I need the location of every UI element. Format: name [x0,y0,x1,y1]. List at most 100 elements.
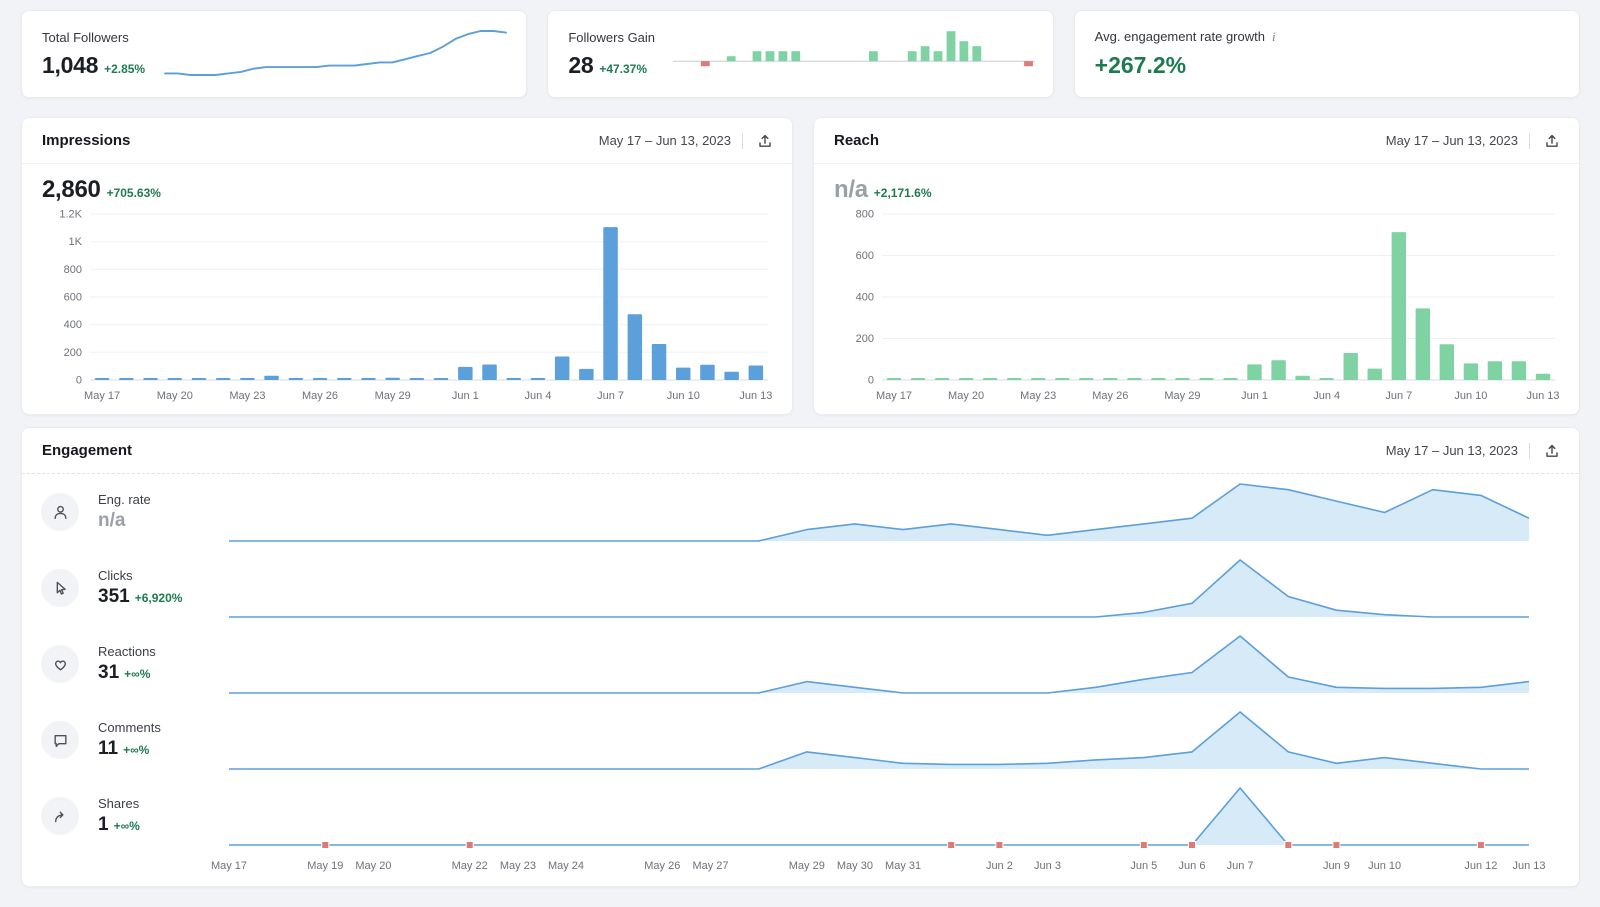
engagement-date-range: May 17 – Jun 13, 2023 [1385,443,1518,458]
clicks-label: Clicks [98,568,133,583]
svg-text:Jun 12: Jun 12 [1464,860,1497,872]
svg-text:May 17: May 17 [876,390,912,402]
svg-text:Jun 6: Jun 6 [1179,860,1206,872]
total-followers-text: Total Followers 1,048 +2.85% [42,30,145,79]
total-followers-card: Total Followers 1,048 +2.85% [21,10,528,98]
svg-text:Jun 13: Jun 13 [739,390,772,402]
svg-text:Jun 10: Jun 10 [1368,860,1401,872]
svg-text:600: 600 [64,292,82,304]
svg-text:200: 200 [856,333,874,345]
svg-text:May 17: May 17 [211,860,247,872]
reach-body: n/a +2,171.6% 0 200 400 600 800 May 17 May 20 M… [814,164,1579,414]
total-followers-sparkline [163,26,508,82]
shares-value: 1 [98,814,109,835]
svg-text:May 20: May 20 [355,860,391,872]
comments-label: Comments [98,720,161,735]
impressions-export-button[interactable] [754,130,776,152]
engagement-growth-value: +267.2% [1094,52,1187,78]
reach-export-button[interactable] [1541,130,1563,152]
reach-delta: +2,171.6% [873,186,932,200]
svg-text:May 23: May 23 [500,860,536,872]
kpi-row: Total Followers 1,048 +2.85% Followers G… [21,10,1580,98]
share-icon [52,808,69,825]
reactions-sparkline [227,632,1531,696]
svg-text:1.2K: 1.2K [59,209,82,221]
reach-title: Reach [834,132,880,149]
engagement-card: Engagement May 17 – Jun 13, 2023 [21,427,1580,887]
divider [742,132,743,149]
badge [41,645,79,683]
engagement-growth-title-text: Avg. engagement rate growth [1094,29,1265,44]
impressions-header: Impressions May 17 – Jun 13, 2023 [22,118,792,164]
svg-text:May 31: May 31 [885,860,921,872]
eng-rate-label: Eng. rate [98,492,151,507]
total-followers-value: 1,048 [42,51,99,78]
svg-text:May 29: May 29 [375,390,411,402]
svg-text:1K: 1K [69,236,83,248]
svg-text:Jun 1: Jun 1 [452,390,479,402]
clicks-value: 351 [98,586,130,607]
engagement-row-reactions: Reactions 31 +∞% [22,626,1579,702]
impressions-title: Impressions [42,132,131,149]
svg-text:400: 400 [856,292,874,304]
svg-text:May 26: May 26 [1092,390,1128,402]
svg-text:Jun 4: Jun 4 [525,390,552,402]
engagement-header: Engagement May 17 – Jun 13, 2023 [22,428,1579,474]
svg-text:Jun 10: Jun 10 [667,390,700,402]
svg-text:0: 0 [76,375,82,387]
reactions-value: 31 [98,662,120,683]
info-icon[interactable]: i [1271,29,1276,44]
svg-text:May 30: May 30 [837,860,873,872]
engagement-growth-text: Avg. engagement rate growth i +267.2% [1095,29,1276,79]
shares-label: Shares [98,796,140,811]
svg-text:May 20: May 20 [948,390,984,402]
svg-text:800: 800 [64,264,82,276]
followers-gain-text: Followers Gain 28 +47.37% [568,30,655,79]
svg-text:800: 800 [856,209,874,221]
badge [41,493,79,531]
svg-text:May 22: May 22 [452,860,488,872]
engagement-growth-title: Avg. engagement rate growth i [1095,29,1276,45]
engagement-row-comments: Comments 11 +∞% [22,702,1579,778]
svg-text:Jun 13: Jun 13 [1526,390,1559,402]
svg-text:May 23: May 23 [229,390,265,402]
reactions-delta: +∞% [124,667,151,681]
reactions-label: Reactions [98,644,156,659]
engagement-x-axis: May 17 May 19 May 20 May 22 May 23 May 24 May … [22,854,1579,886]
svg-text:Jun 13: Jun 13 [1512,860,1545,872]
clicks-sparkline [227,556,1531,620]
svg-text:400: 400 [64,319,82,331]
badge [41,797,79,835]
svg-text:Jun 1: Jun 1 [1241,390,1268,402]
followers-gain-value: 28 [568,51,594,78]
svg-text:Jun 9: Jun 9 [1323,860,1350,872]
svg-text:May 27: May 27 [692,860,728,872]
impressions-card: Impressions May 17 – Jun 13, 2023 [21,117,793,415]
svg-text:May 29: May 29 [789,860,825,872]
followers-gain-card: Followers Gain 28 +47.37% [547,10,1054,98]
svg-text:May 17: May 17 [84,390,120,402]
svg-text:0: 0 [868,375,874,387]
engagement-axis-labels: May 17 May 19 May 20 May 22 May 23 May 24 May … [211,856,1546,876]
engagement-growth-card: Avg. engagement rate growth i +267.2% [1073,10,1580,98]
charts-row: Impressions May 17 – Jun 13, 2023 [21,117,1580,415]
engagement-row-shares: Shares 1 +∞% [22,778,1579,854]
shares-delta: +∞% [113,819,140,833]
badge [41,721,79,759]
comments-sparkline [227,708,1531,772]
svg-text:May 19: May 19 [307,860,343,872]
svg-text:May 26: May 26 [302,390,338,402]
total-followers-delta: +2.85% [104,61,146,76]
impressions-delta: +705.63% [106,186,161,200]
svg-text:Jun 2: Jun 2 [986,860,1013,872]
comment-icon [52,732,69,749]
reach-header: Reach May 17 – Jun 13, 2023 [814,118,1579,164]
engagement-export-button[interactable] [1541,440,1563,462]
impressions-body: 2,860 +705.63% 0 200 400 600 800 1K 1.2K May 17… [22,164,792,414]
svg-text:Jun 7: Jun 7 [1385,390,1412,402]
eng-rate-value: n/a [98,510,126,531]
svg-text:Jun 10: Jun 10 [1454,390,1487,402]
followers-gain-minibars [672,24,1035,84]
cursor-icon [52,580,69,597]
